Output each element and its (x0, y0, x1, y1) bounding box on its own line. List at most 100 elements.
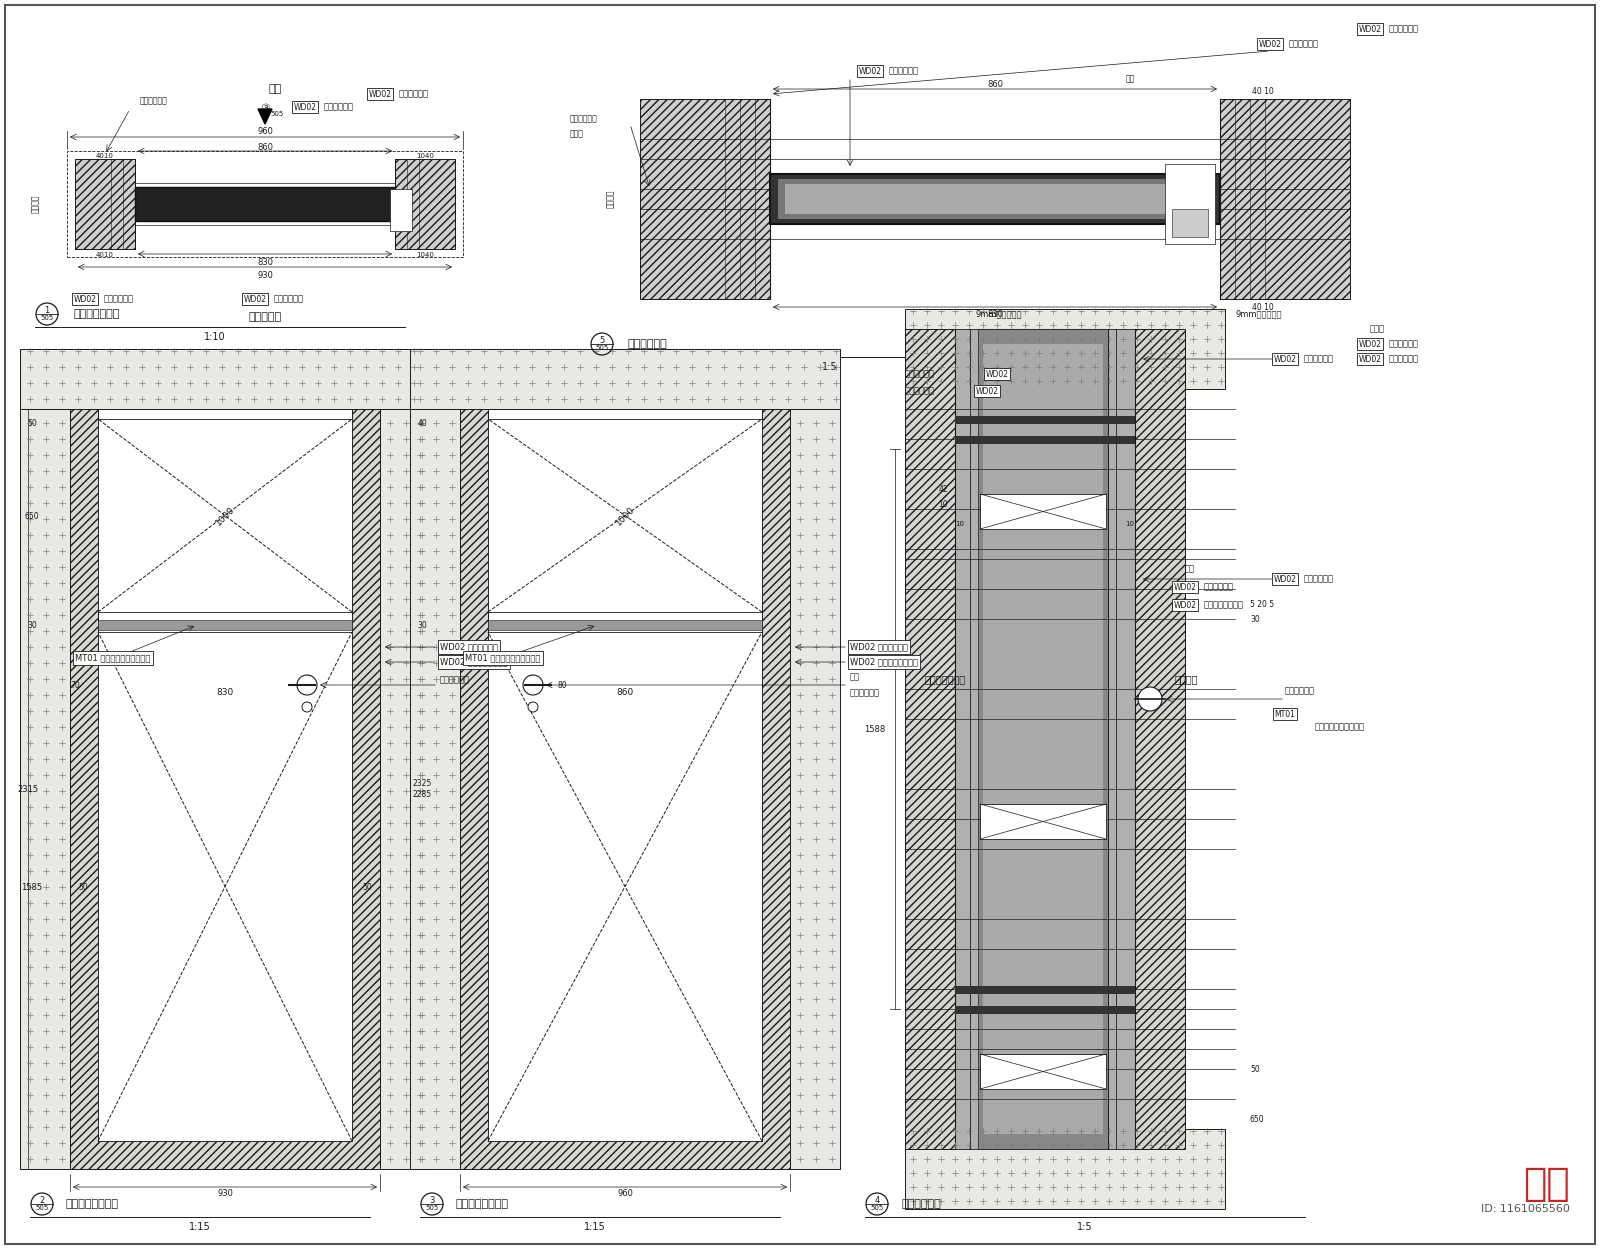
Text: 卧室门大样图: 卧室门大样图 (627, 338, 667, 348)
Text: WD02: WD02 (1259, 40, 1282, 49)
Text: 505: 505 (595, 345, 608, 351)
Bar (906, 328, 955, 1149)
Text: znzmo.com: znzmo.com (162, 423, 238, 475)
Text: 930: 930 (218, 1189, 234, 1199)
Text: 830: 830 (258, 257, 274, 266)
Text: 30: 30 (418, 621, 427, 629)
Circle shape (528, 702, 538, 712)
Bar (955, 985, 1134, 994)
Text: WD02 木皮染色饰面门板: WD02 木皮染色饰面门板 (850, 657, 918, 667)
Bar (1221, 99, 1350, 299)
Text: 1:5: 1:5 (822, 362, 838, 372)
Text: 505: 505 (270, 111, 283, 117)
Text: 木皮染色饰面门板: 木皮染色饰面门板 (1203, 601, 1243, 610)
Text: 知末: 知末 (1523, 1165, 1570, 1203)
Text: 10: 10 (1125, 521, 1134, 527)
Text: 1:15: 1:15 (584, 1222, 606, 1232)
Text: 木皮染色门套: 木皮染色门套 (398, 90, 429, 99)
Text: 1040: 1040 (416, 152, 434, 159)
Text: znzmo.com: znzmo.com (162, 723, 238, 774)
Text: 1588: 1588 (864, 724, 885, 733)
Text: 1585: 1585 (21, 883, 43, 892)
Text: 1: 1 (45, 306, 50, 315)
Text: 铰链: 铰链 (1186, 565, 1195, 573)
Circle shape (298, 674, 317, 694)
Text: 4010: 4010 (96, 252, 114, 259)
Text: znzmo.com: znzmo.com (662, 1073, 738, 1125)
Text: 960: 960 (258, 126, 274, 135)
Circle shape (302, 702, 312, 712)
Text: WD02: WD02 (1358, 25, 1381, 34)
Text: WD02: WD02 (293, 102, 317, 111)
Bar (1165, 164, 1214, 244)
Text: WD02: WD02 (1173, 601, 1197, 610)
Text: 830: 830 (216, 687, 234, 697)
Text: 505: 505 (426, 1205, 438, 1212)
Bar (979, 804, 1106, 839)
Text: WD02 木皮染色门套: WD02 木皮染色门套 (850, 642, 907, 652)
Text: 安装成品铰链: 安装成品铰链 (141, 96, 168, 105)
Bar (134, 187, 395, 221)
Text: znzmo.com: znzmo.com (462, 1023, 538, 1075)
Text: MT01 拉丝不锈钢镀古铜嵌条: MT01 拉丝不锈钢镀古铜嵌条 (75, 653, 150, 662)
Text: 木皮染色门套: 木皮染色门套 (1302, 355, 1333, 363)
Text: 〈玄关、走廊〉: 〈玄关、走廊〉 (925, 674, 966, 684)
Text: 30: 30 (27, 621, 37, 629)
Bar (488, 632, 762, 1142)
Bar (770, 174, 1221, 224)
Text: 50: 50 (27, 418, 37, 427)
Bar (410, 408, 461, 1169)
Bar (1171, 209, 1208, 237)
Text: ③: ③ (259, 104, 270, 114)
Text: 铰链: 铰链 (850, 672, 861, 682)
Text: 42: 42 (938, 485, 947, 493)
Text: 70: 70 (70, 681, 80, 689)
Circle shape (1138, 687, 1162, 711)
Bar (786, 184, 1205, 214)
Text: 5 20 5: 5 20 5 (1250, 600, 1274, 608)
Text: 安装成品把手: 安装成品把手 (440, 676, 470, 684)
Bar (19, 348, 430, 408)
Bar (955, 328, 1134, 1149)
Bar (778, 179, 1213, 219)
Text: 860: 860 (616, 687, 634, 697)
Bar (982, 343, 1102, 1134)
Bar (381, 408, 430, 1169)
Text: 860: 860 (258, 142, 274, 151)
Text: 木皮染色门套: 木皮染色门套 (1288, 40, 1318, 49)
Text: 1:10: 1:10 (205, 332, 226, 342)
Bar (390, 189, 413, 231)
Bar (70, 408, 381, 1169)
Text: 木皮染色门套: 木皮染色门套 (1203, 582, 1234, 592)
Text: 9mm单层石膏板: 9mm单层石膏板 (1235, 310, 1282, 318)
Text: 卧室门剖面图: 卧室门剖面图 (901, 1199, 941, 1209)
Text: 30: 30 (1250, 615, 1259, 623)
Bar (640, 99, 770, 299)
Text: 5: 5 (600, 336, 605, 345)
Text: 1:15: 1:15 (189, 1222, 211, 1232)
Text: 〈卧室〉: 〈卧室〉 (1174, 674, 1198, 684)
Text: 40 10: 40 10 (1253, 302, 1274, 311)
Text: 木皮染色饰面: 木皮染色饰面 (888, 66, 918, 75)
Text: 2325
2285: 2325 2285 (413, 779, 432, 798)
Text: WD02 木皮染色饰面门板: WD02 木皮染色饰面门板 (440, 657, 507, 667)
Text: 木皮染色门套: 木皮染色门套 (906, 370, 934, 378)
Text: 安装成品铰链: 安装成品铰链 (570, 115, 598, 124)
Text: WD02: WD02 (74, 295, 96, 304)
Text: WD02: WD02 (1173, 582, 1197, 592)
Text: znzmo.com: znzmo.com (712, 923, 787, 975)
Text: 1000: 1000 (214, 505, 237, 527)
Text: 卧室门立面细部图: 卧室门立面细部图 (456, 1199, 509, 1209)
Text: WD02: WD02 (368, 90, 392, 99)
Bar (906, 309, 1226, 388)
Bar (488, 418, 762, 612)
Text: 木皮染色门套: 木皮染色门套 (1389, 25, 1418, 34)
Bar (978, 328, 1107, 1149)
Text: 80: 80 (558, 681, 568, 689)
Text: 505: 505 (40, 315, 54, 321)
Polygon shape (258, 109, 272, 124)
Text: 960: 960 (618, 1189, 634, 1199)
Text: WD02 木皮染色门套: WD02 木皮染色门套 (440, 642, 498, 652)
Text: MT01: MT01 (1275, 709, 1296, 718)
Text: 930: 930 (258, 271, 274, 280)
